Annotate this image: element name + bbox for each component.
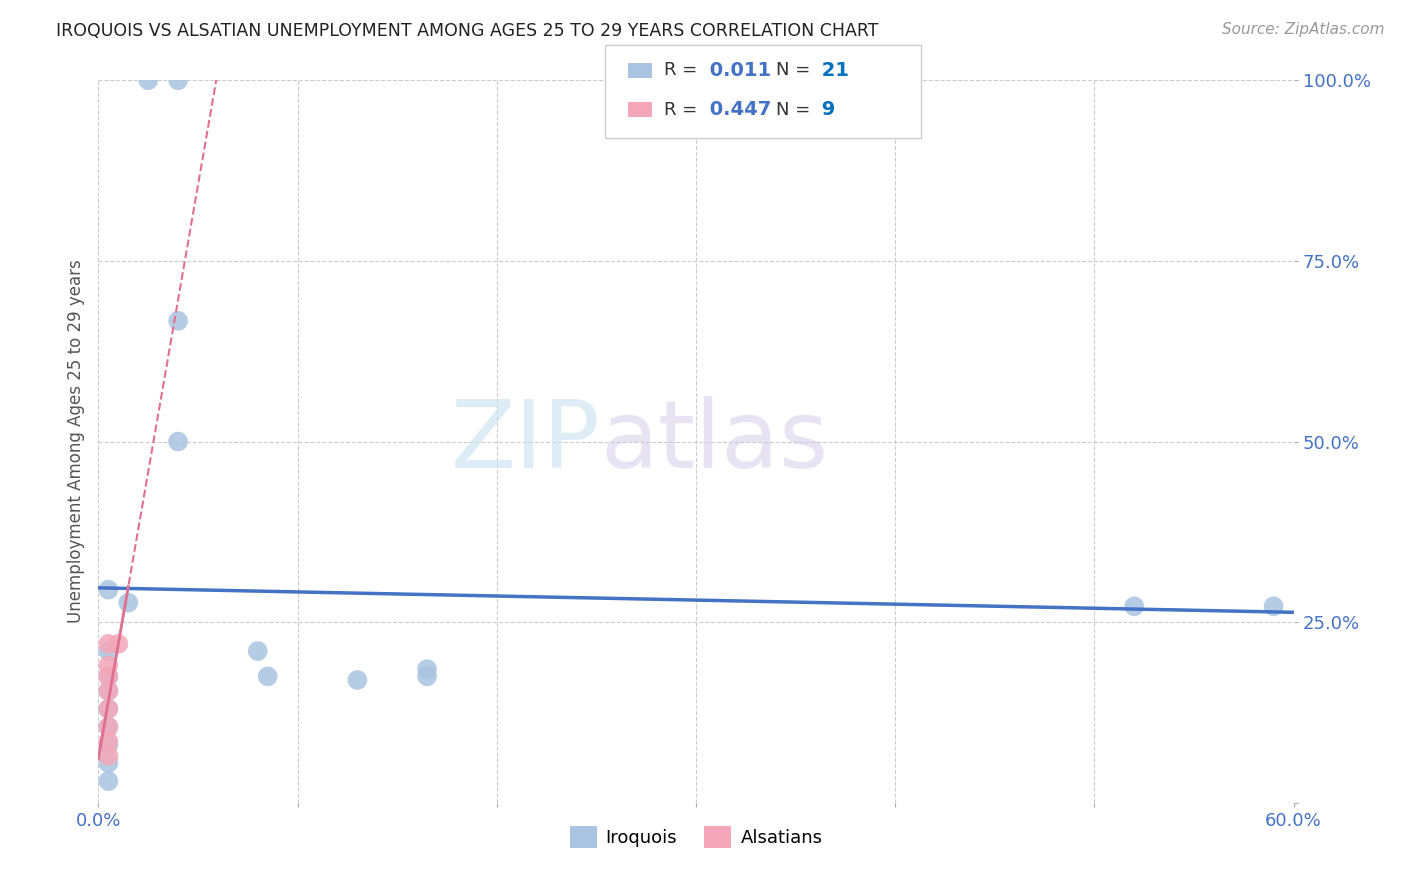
- Point: [256, 669, 278, 683]
- Point: [167, 73, 190, 87]
- Point: [416, 669, 439, 683]
- Point: [97, 748, 120, 763]
- Legend: Iroquois, Alsatians: Iroquois, Alsatians: [562, 819, 830, 855]
- Point: [136, 73, 159, 87]
- Point: [97, 702, 120, 716]
- Point: [97, 582, 120, 597]
- Point: [97, 756, 120, 770]
- Point: [97, 637, 120, 651]
- Text: 0.447: 0.447: [703, 100, 772, 120]
- Point: [97, 683, 120, 698]
- Point: [117, 596, 139, 610]
- Text: 21: 21: [815, 61, 849, 80]
- Point: [97, 734, 120, 748]
- Point: [97, 774, 120, 789]
- Point: [1123, 599, 1146, 614]
- Point: [97, 669, 120, 683]
- Point: [167, 314, 190, 328]
- Point: [97, 738, 120, 752]
- Point: [346, 673, 368, 687]
- Text: R =: R =: [664, 62, 697, 79]
- Point: [97, 720, 120, 734]
- Point: [97, 683, 120, 698]
- Point: [97, 669, 120, 683]
- Point: [97, 702, 120, 716]
- Text: IROQUOIS VS ALSATIAN UNEMPLOYMENT AMONG AGES 25 TO 29 YEARS CORRELATION CHART: IROQUOIS VS ALSATIAN UNEMPLOYMENT AMONG …: [56, 22, 879, 40]
- Point: [97, 658, 120, 673]
- Y-axis label: Unemployment Among Ages 25 to 29 years: Unemployment Among Ages 25 to 29 years: [66, 260, 84, 624]
- Text: R =: R =: [664, 101, 697, 119]
- Text: 0.011: 0.011: [703, 61, 770, 80]
- Point: [167, 434, 190, 449]
- Point: [416, 662, 439, 676]
- Text: N =: N =: [776, 62, 810, 79]
- Text: atlas: atlas: [600, 395, 828, 488]
- Point: [1263, 599, 1285, 614]
- Text: 9: 9: [815, 100, 835, 120]
- Point: [97, 644, 120, 658]
- Point: [97, 720, 120, 734]
- Text: ZIP: ZIP: [451, 395, 600, 488]
- Text: N =: N =: [776, 101, 810, 119]
- Point: [246, 644, 269, 658]
- Point: [107, 637, 129, 651]
- Text: Source: ZipAtlas.com: Source: ZipAtlas.com: [1222, 22, 1385, 37]
